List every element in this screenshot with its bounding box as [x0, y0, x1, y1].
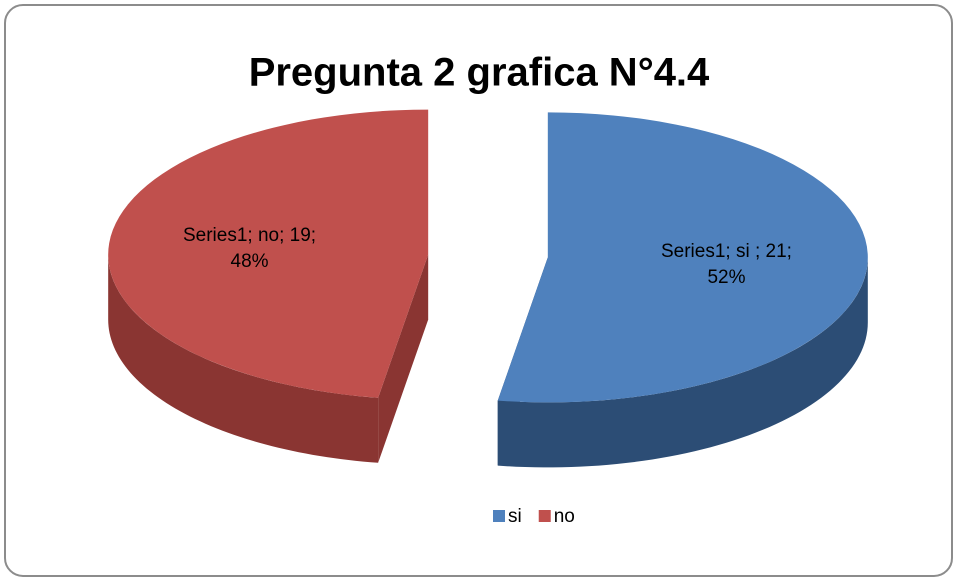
slice-wall	[378, 254, 429, 463]
data-label: 52%	[707, 267, 745, 288]
chart-title: Pregunta 2 grafica N°4.4	[249, 51, 710, 95]
data-label: Series1; si ; 21;	[661, 241, 792, 262]
legend-swatch	[493, 510, 505, 522]
legend-swatch	[538, 510, 551, 522]
data-label: Series1; no; 19;	[183, 225, 316, 246]
slice-side	[497, 257, 868, 468]
legend-label: si	[508, 506, 522, 527]
data-label: 48%	[231, 251, 269, 272]
slice-side	[108, 254, 379, 463]
slice	[497, 112, 868, 403]
legend-label: no	[554, 506, 575, 527]
slice	[108, 109, 429, 398]
